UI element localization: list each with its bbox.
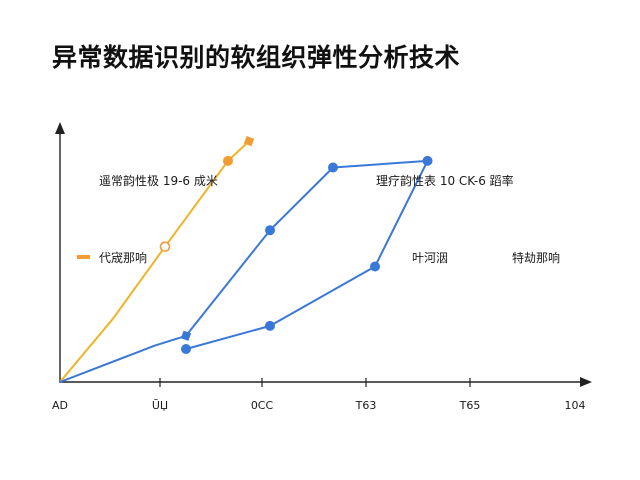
chart-title: 异常数据识别的软组织弹性分析技术 (52, 43, 461, 72)
chart-annotation: 遥常韵性极 19-6 成米 (99, 173, 218, 188)
series-line-blue (59, 159, 429, 383)
data-point-marker (180, 330, 192, 341)
data-point-marker (223, 155, 233, 166)
data-point-marker (159, 241, 171, 252)
x-tick-label: 0CC (251, 399, 274, 412)
data-point-marker (422, 155, 433, 166)
data-point-marker (265, 320, 275, 331)
chart-annotation: 理疗韵性表 10 CK-6 蹈率 (376, 173, 514, 188)
data-point-marker (265, 225, 275, 236)
y-axis-arrow (55, 122, 65, 134)
data-point-marker (370, 261, 380, 272)
chart-annotation: 特劫那响 (512, 250, 560, 265)
x-axis-arrow (580, 377, 592, 387)
chart-annotation: 叶河洇 (412, 251, 448, 265)
x-tick-label: ŪЏ (152, 399, 168, 412)
data-point-marker (328, 162, 338, 173)
data-point-marker (243, 135, 255, 147)
legend-swatch (77, 255, 90, 259)
x-tick-label: 104 (565, 399, 586, 412)
x-tick-label: T65 (459, 399, 481, 412)
legend-label: 代宬那响 (99, 250, 147, 265)
x-tick-label: AD (52, 399, 68, 412)
data-point-marker (181, 344, 191, 354)
x-tick-label: T63 (355, 399, 377, 412)
